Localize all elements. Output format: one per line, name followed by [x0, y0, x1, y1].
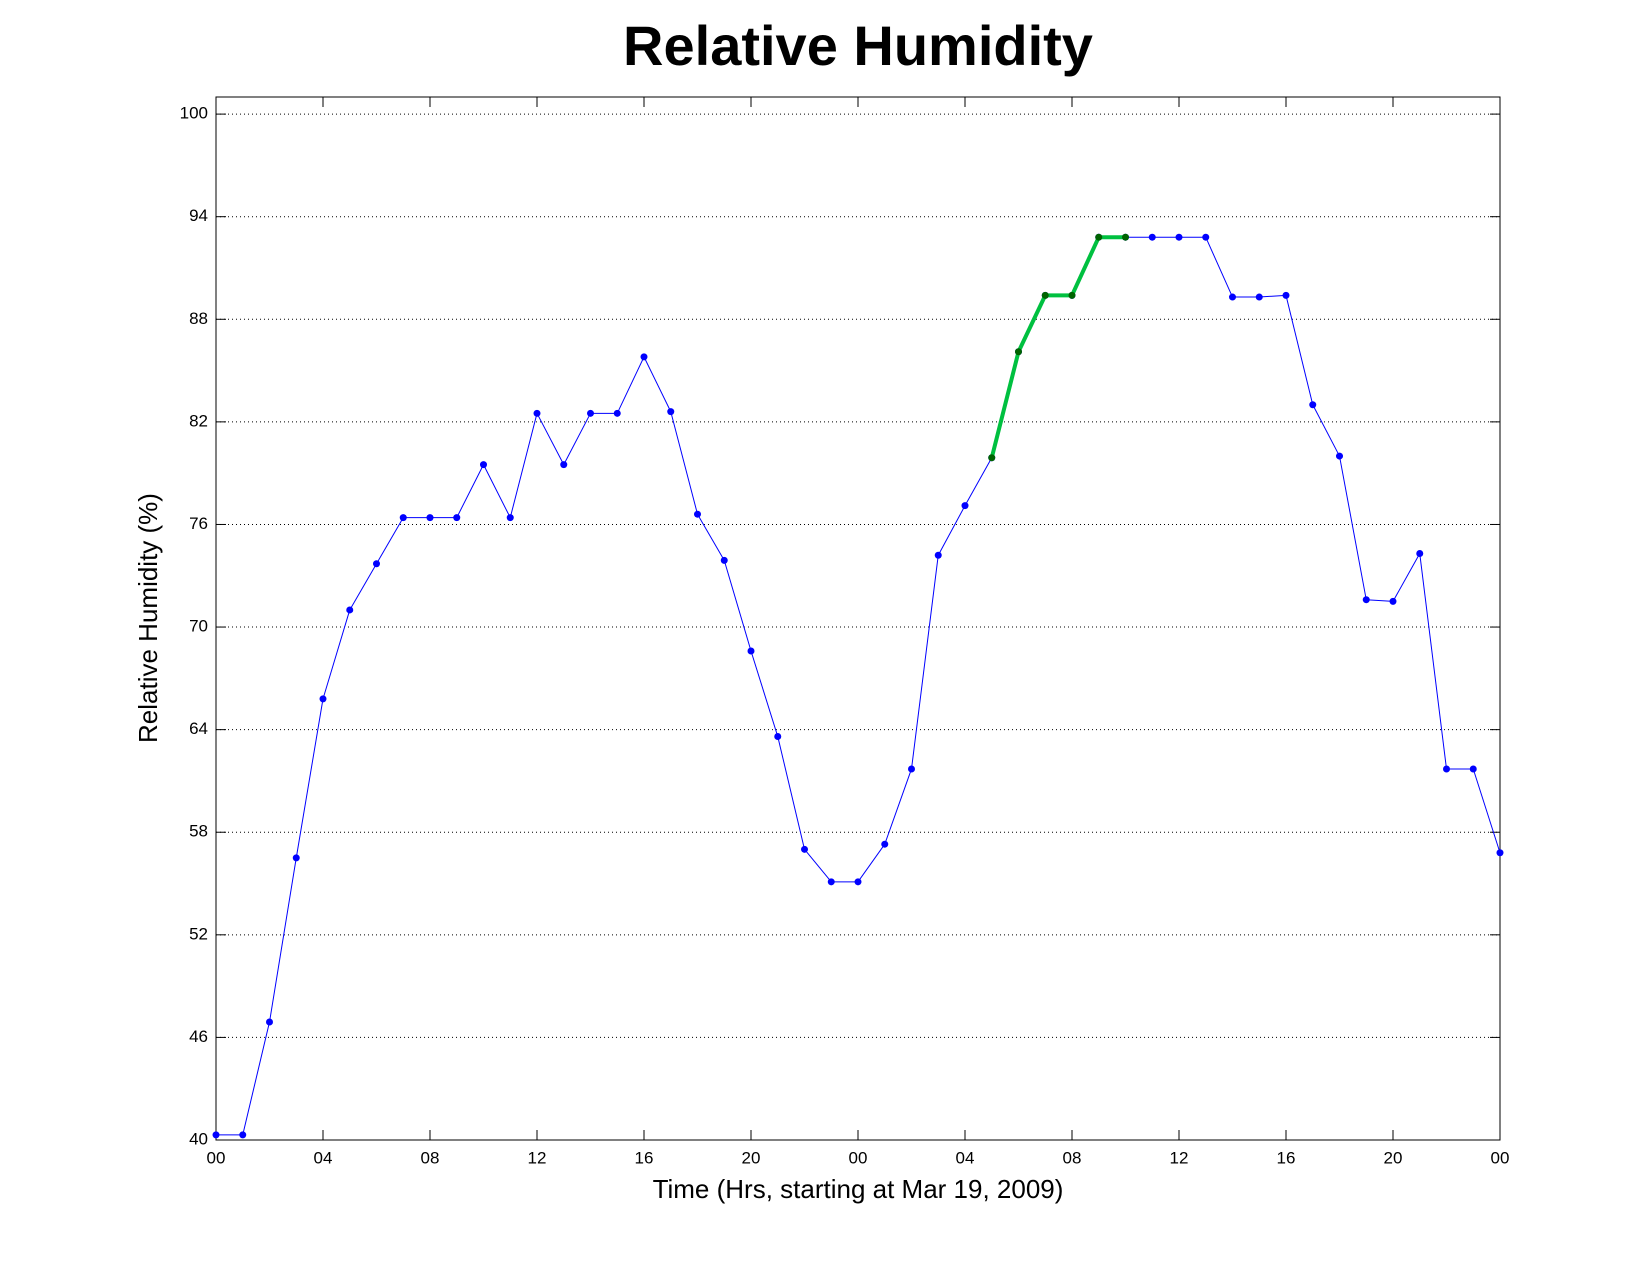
data-point	[881, 840, 889, 848]
data-point	[1389, 597, 1397, 605]
data-point	[694, 510, 701, 518]
y-tick-label: 88	[189, 309, 208, 328]
data-point	[1255, 293, 1263, 301]
data-point	[801, 845, 808, 853]
data-point	[1282, 291, 1290, 299]
data-point	[1416, 550, 1424, 558]
data-point	[667, 408, 675, 416]
data-point	[266, 1018, 273, 1026]
y-tick-label: 70	[189, 617, 208, 636]
x-tick-label: 12	[1170, 1148, 1189, 1167]
chart-title: Relative Humidity	[623, 14, 1093, 77]
data-point	[1229, 293, 1236, 301]
data-point	[613, 409, 621, 417]
data-point	[587, 409, 594, 417]
y-tick-label: 100	[180, 104, 208, 123]
data-point	[1362, 596, 1370, 604]
data-point	[854, 878, 862, 886]
y-tick-label: 46	[189, 1027, 208, 1046]
data-point	[747, 647, 755, 655]
x-tick-label: 08	[421, 1148, 440, 1167]
y-tick-label: 58	[189, 822, 208, 841]
data-point	[934, 551, 942, 559]
data-point	[480, 461, 487, 469]
plot-frame	[215, 96, 1501, 1141]
data-point	[373, 560, 380, 568]
y-axis-label: Relative Humidity (%)	[133, 493, 163, 743]
data-point	[1309, 401, 1317, 409]
data-point	[426, 514, 434, 522]
data-point	[1336, 452, 1343, 460]
series-line	[989, 235, 1126, 459]
x-tick-label: 04	[956, 1148, 975, 1167]
data-point	[453, 514, 461, 522]
y-tick-label: 40	[189, 1129, 208, 1148]
data-point	[720, 556, 728, 564]
data-point	[988, 454, 996, 462]
x-tick-label: 00	[1491, 1148, 1510, 1167]
data-point	[346, 606, 354, 614]
data-point	[506, 514, 514, 522]
x-tick-label: 04	[314, 1148, 333, 1167]
data-point	[1068, 291, 1076, 299]
x-tick-label: 16	[635, 1148, 654, 1167]
y-tick-label: 82	[189, 411, 208, 430]
x-tick-label: 20	[742, 1148, 761, 1167]
data-point	[292, 854, 300, 862]
y-tick-label: 94	[189, 206, 208, 225]
data-point	[560, 461, 568, 469]
data-point	[319, 695, 327, 703]
data-point	[774, 732, 782, 740]
data-point	[1443, 765, 1450, 773]
data-point	[1175, 233, 1183, 241]
y-tick-label: 64	[189, 719, 208, 738]
x-tick-label: 12	[528, 1148, 547, 1167]
x-axis-label: Time (Hrs, starting at Mar 19, 2009)	[653, 1174, 1064, 1204]
data-point	[1095, 233, 1103, 241]
data-point	[961, 502, 969, 510]
x-tick-label: 00	[207, 1148, 226, 1167]
data-point	[908, 765, 915, 773]
x-tick-label: 08	[1063, 1148, 1082, 1167]
data-point	[640, 353, 648, 361]
y-tick-label: 76	[189, 514, 208, 533]
data-point	[1496, 849, 1504, 857]
y-tick-label: 52	[189, 924, 208, 943]
data-point	[1041, 291, 1049, 299]
data-point	[239, 1131, 247, 1139]
data-point	[1202, 233, 1210, 241]
data-point	[1122, 233, 1129, 241]
data-point	[212, 1131, 220, 1139]
data-point	[533, 409, 541, 417]
data-point	[1148, 233, 1156, 241]
x-tick-label: 00	[849, 1148, 868, 1167]
data-point	[827, 878, 835, 886]
data-point	[1015, 348, 1022, 356]
data-point	[399, 514, 407, 522]
x-tick-label: 16	[1277, 1148, 1296, 1167]
x-tick-label: 20	[1384, 1148, 1403, 1167]
data-point	[1469, 765, 1477, 773]
